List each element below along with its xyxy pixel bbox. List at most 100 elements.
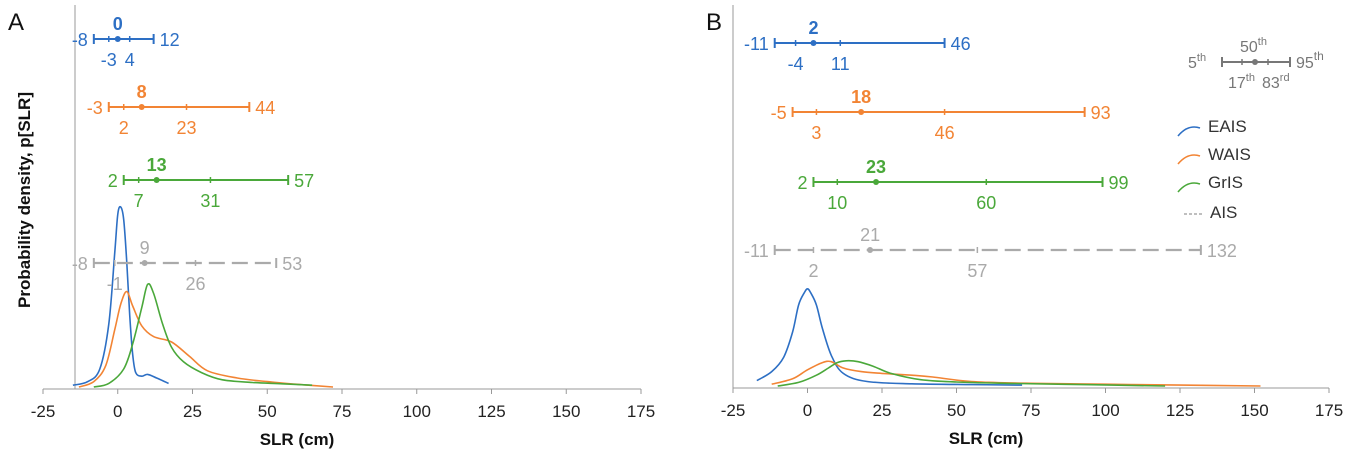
- x-tick-label-a-7: 150: [552, 402, 580, 421]
- x-tick-label-b-0: -25: [721, 401, 746, 420]
- pct-label-p50-b-gris: 23: [866, 157, 886, 177]
- range-median-dot-b-wais: [858, 109, 865, 115]
- key-sup-50: th: [1258, 36, 1267, 48]
- density-curve-b-eais: [756, 287, 1023, 386]
- pct-label-p50-a-ais: 9: [140, 238, 150, 258]
- pct-label-p50-b-wais: 18: [851, 87, 871, 107]
- key-num-5: 5: [1188, 55, 1197, 72]
- key-label-95: 95th: [1296, 49, 1324, 72]
- x-tick-label-b-1: 0: [803, 401, 812, 420]
- legend-entry-wais: WAIS: [1177, 145, 1251, 165]
- key-label-50: 50th: [1240, 36, 1267, 56]
- x-tick-label-a-1: 0: [113, 402, 122, 421]
- pct-label-p95-a-gris: 57: [294, 171, 314, 191]
- pct-label-p83-a-eais: 4: [125, 50, 135, 70]
- pct-label-p17-a-eais: -3: [101, 50, 117, 70]
- x-tick-label-b-4: 75: [1022, 401, 1041, 420]
- legend-label-ais: AIS: [1210, 203, 1237, 222]
- range-median-dot-b-gris: [873, 179, 880, 185]
- pct-label-p5-b-gris: 2: [797, 173, 807, 193]
- density-curve-a-gris: [93, 283, 313, 388]
- x-tick-label-a-2: 25: [183, 402, 202, 421]
- y-axis-title: Probability density, p[SLR]: [15, 92, 34, 308]
- key-sup-95: th: [1314, 49, 1324, 63]
- pct-label-p5-b-ais: -11: [744, 241, 769, 261]
- density-curve-a-wais: [78, 290, 334, 388]
- pct-label-p50-b-eais: 2: [808, 18, 818, 38]
- pct-label-p83-b-gris: 60: [976, 193, 996, 213]
- legend: EAIS WAIS GrIS AIS: [1177, 117, 1251, 222]
- pct-label-p17-a-wais: 2: [119, 118, 129, 138]
- x-tick-label-b-3: 50: [947, 401, 966, 420]
- pct-label-p5-a-gris: 2: [108, 171, 118, 191]
- range-median-dot-b-ais: [867, 247, 874, 253]
- key-label-83: 83rd: [1262, 72, 1290, 92]
- key-label-5: 5th: [1188, 52, 1206, 72]
- pct-label-p83-b-wais: 46: [935, 123, 955, 143]
- legend-swatch-wais: [1177, 154, 1201, 165]
- x-axis-title-b: SLR (cm): [949, 429, 1024, 448]
- pct-label-p95-b-eais: 46: [951, 34, 971, 54]
- range-median-dot-a-eais: [114, 36, 121, 42]
- key-sup-17: th: [1246, 72, 1255, 84]
- pct-label-p5-a-ais: -8: [72, 254, 88, 274]
- key-dot-50: [1252, 59, 1258, 65]
- pct-label-p50-a-gris: 13: [147, 155, 167, 175]
- legend-entry-ais: AIS: [1184, 203, 1237, 222]
- legend-swatch-gris: [1177, 182, 1201, 193]
- pct-label-p50-a-eais: 0: [113, 14, 123, 34]
- x-tick-label-a-3: 50: [258, 402, 277, 421]
- key-num-50: 50: [1240, 39, 1258, 56]
- range-median-dot-b-eais: [810, 40, 817, 46]
- x-tick-label-a-8: 175: [627, 402, 655, 421]
- panel-letter-b: B: [706, 9, 722, 36]
- pct-label-p17-b-wais: 3: [811, 123, 821, 143]
- legend-swatch-eais: [1177, 126, 1201, 137]
- x-tick-label-a-6: 125: [477, 402, 505, 421]
- pct-label-p17-a-ais: -1: [107, 274, 123, 294]
- percentile-key: 5th 50th 95th 17th 83rd: [1188, 36, 1324, 92]
- x-tick-label-a-0: -25: [31, 402, 56, 421]
- x-tick-label-b-5: 100: [1091, 401, 1119, 420]
- pct-label-p95-b-ais: 132: [1207, 241, 1237, 261]
- key-label-17: 17th: [1228, 72, 1255, 92]
- x-tick-label-b-7: 150: [1240, 401, 1268, 420]
- legend-entry-eais: EAIS: [1177, 117, 1247, 137]
- density-curve-b-gris: [777, 359, 1166, 387]
- panel-a: -25 0 25 50 75 100 125 150 175 SLR (cm) -8 12 0 -3 4 -3…: [31, 5, 655, 449]
- pct-label-p5-b-wais: -5: [771, 103, 787, 123]
- pct-label-p95-a-ais: 53: [282, 254, 302, 274]
- pct-label-p83-a-wais: 23: [177, 118, 197, 138]
- pct-label-p83-a-gris: 31: [200, 191, 220, 211]
- pct-label-p17-a-gris: 7: [134, 191, 144, 211]
- pct-label-p17-b-ais: 2: [808, 261, 818, 281]
- key-num-95: 95: [1296, 55, 1314, 72]
- pct-label-p83-a-ais: 26: [185, 274, 205, 294]
- legend-entry-gris: GrIS: [1177, 173, 1243, 193]
- pct-label-p17-b-gris: 10: [827, 193, 847, 213]
- legend-label-gris: GrIS: [1208, 173, 1243, 192]
- key-num-83: 83: [1262, 75, 1280, 92]
- pct-label-p50-a-wais: 8: [137, 82, 147, 102]
- key-sup-83: rd: [1280, 72, 1290, 84]
- legend-label-wais: WAIS: [1208, 145, 1251, 164]
- range-median-dot-a-wais: [138, 104, 145, 110]
- x-axis-title-a: SLR (cm): [260, 430, 335, 449]
- density-curve-a-eais: [72, 205, 169, 386]
- range-median-dot-a-gris: [153, 177, 160, 183]
- pct-label-p95-b-gris: 99: [1109, 173, 1129, 193]
- pct-label-p50-b-ais: 21: [860, 225, 880, 245]
- panel-letter-a: A: [8, 9, 24, 36]
- x-tick-label-b-8: 175: [1315, 401, 1343, 420]
- pct-label-p5-a-eais: -8: [72, 30, 88, 50]
- pct-label-p95-a-wais: 44: [255, 98, 275, 118]
- legend-label-eais: EAIS: [1208, 117, 1247, 136]
- x-tick-label-a-5: 100: [403, 402, 431, 421]
- x-tick-label-b-2: 25: [873, 401, 892, 420]
- range-median-dot-a-ais: [141, 260, 148, 266]
- pct-label-p95-a-eais: 12: [160, 30, 180, 50]
- pct-label-p83-b-ais: 57: [967, 261, 987, 281]
- pct-label-p83-b-eais: 11: [831, 54, 850, 74]
